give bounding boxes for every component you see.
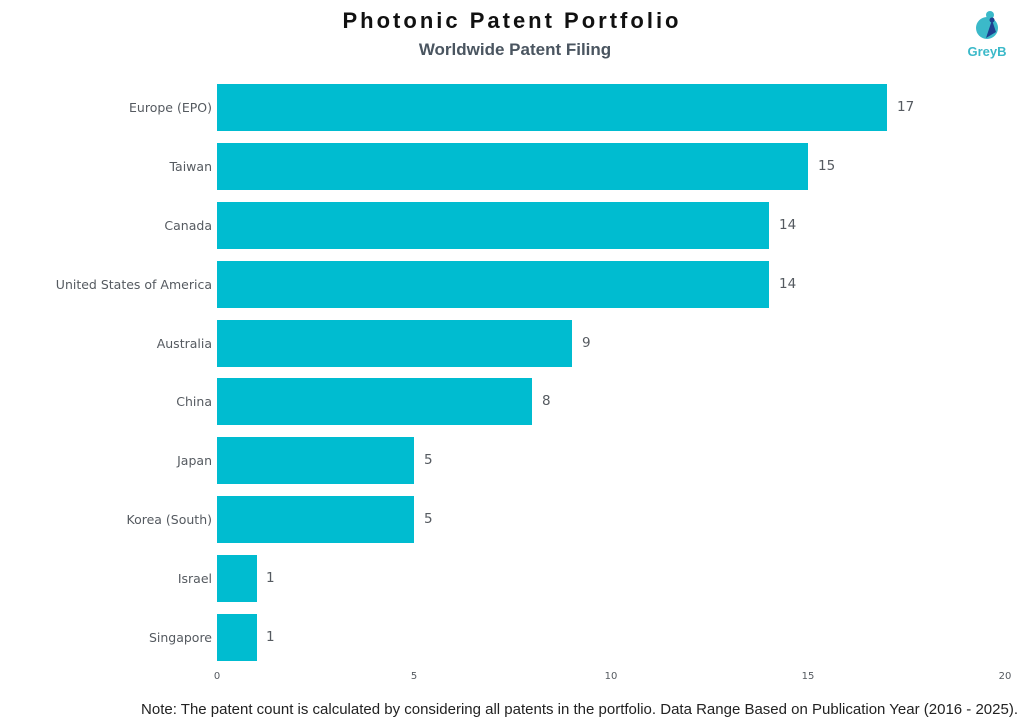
- bar: [217, 496, 414, 543]
- bar-row: Singapore 1: [0, 614, 1024, 661]
- category-label: Australia: [156, 336, 212, 351]
- category-label: Israel: [177, 571, 212, 586]
- bar-row: Australia 9: [0, 320, 1024, 367]
- x-axis-tick: 20: [998, 671, 1012, 682]
- bar-row: Taiwan 15: [0, 143, 1024, 190]
- bar: [217, 202, 769, 249]
- bar: [217, 378, 532, 425]
- bar-row: Europe (EPO) 17: [0, 84, 1024, 131]
- x-axis-tick: 5: [410, 671, 418, 682]
- bar: [217, 555, 257, 602]
- chart-title: Photonic Patent Portfolio: [342, 8, 682, 33]
- category-label: Japan: [177, 453, 212, 468]
- bar-row: United States of America 14: [0, 261, 1024, 308]
- bar: [217, 143, 808, 190]
- value-label: 9: [582, 335, 591, 351]
- bar-row: Israel 1: [0, 555, 1024, 602]
- bar-row: Canada 14: [0, 202, 1024, 249]
- bar-row: Korea (South) 5: [0, 496, 1024, 543]
- value-label: 1: [266, 629, 275, 645]
- category-label: Singapore: [148, 630, 212, 645]
- bar: [217, 261, 769, 308]
- category-label: China: [176, 394, 212, 409]
- x-axis-tick: 0: [213, 671, 221, 682]
- category-label: Taiwan: [169, 159, 212, 174]
- category-label: United States of America: [55, 277, 212, 292]
- bar: [217, 614, 257, 661]
- value-label: 17: [897, 99, 915, 115]
- bar: [217, 437, 414, 484]
- value-label: 5: [424, 511, 433, 527]
- bar-row: China 8: [0, 378, 1024, 425]
- category-label: Europe (EPO): [129, 100, 212, 115]
- bar: [217, 320, 572, 367]
- bar: [217, 84, 887, 131]
- bar-row: Japan 5: [0, 437, 1024, 484]
- category-label: Korea (South): [126, 512, 213, 527]
- x-axis-tick: 10: [604, 671, 618, 682]
- value-label: 1: [266, 570, 275, 586]
- value-label: 14: [779, 217, 797, 233]
- value-label: 15: [818, 158, 836, 174]
- category-label: Canada: [164, 218, 212, 233]
- x-axis-tick: 15: [801, 671, 815, 682]
- greyb-logo-icon: [976, 11, 998, 39]
- value-label: 14: [779, 276, 797, 292]
- value-label: 5: [424, 452, 433, 468]
- logo-text: GreyB: [967, 44, 1007, 59]
- bar-chart: Europe (EPO) 17 Taiwan 15 Canada 14 Unit…: [0, 84, 1024, 682]
- chart-subtitle: Worldwide Patent Filing: [418, 40, 612, 59]
- value-label: 8: [542, 393, 551, 409]
- greyb-logo: GreyB: [962, 8, 1012, 66]
- footnote: Note: The patent count is calculated by …: [141, 701, 1018, 718]
